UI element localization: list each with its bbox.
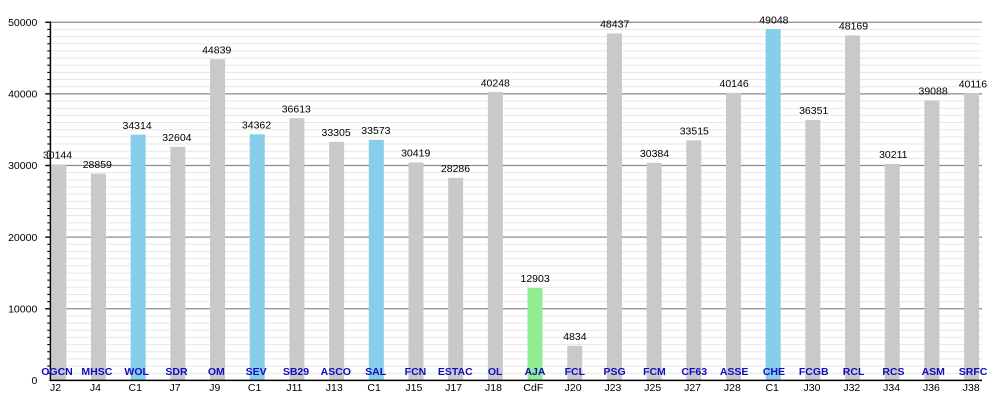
- svg-text:48437: 48437: [600, 19, 629, 31]
- svg-text:30384: 30384: [640, 148, 669, 160]
- svg-text:J36: J36: [923, 382, 940, 394]
- svg-text:36351: 36351: [799, 105, 828, 117]
- svg-text:33573: 33573: [361, 125, 390, 137]
- svg-text:J30: J30: [804, 382, 821, 394]
- svg-text:OM: OM: [208, 366, 225, 378]
- svg-text:ASSE: ASSE: [720, 366, 749, 378]
- svg-text:40116: 40116: [959, 78, 988, 90]
- svg-text:12903: 12903: [520, 273, 549, 285]
- svg-text:J17: J17: [445, 382, 462, 394]
- svg-text:FCM: FCM: [643, 366, 666, 378]
- svg-text:28286: 28286: [441, 163, 470, 175]
- svg-text:J32: J32: [843, 382, 860, 394]
- svg-text:J11: J11: [286, 382, 302, 394]
- svg-text:OL: OL: [488, 366, 503, 378]
- svg-text:J34: J34: [883, 382, 900, 394]
- svg-text:CF63: CF63: [681, 366, 707, 378]
- svg-text:SAL: SAL: [365, 366, 387, 378]
- svg-text:49048: 49048: [759, 14, 788, 26]
- svg-text:OGCN: OGCN: [41, 366, 73, 378]
- svg-text:AJA: AJA: [524, 366, 545, 378]
- svg-text:MHSC: MHSC: [81, 366, 112, 378]
- svg-text:30211: 30211: [879, 149, 908, 161]
- svg-text:10000: 10000: [8, 303, 37, 315]
- svg-text:SRFC: SRFC: [959, 366, 988, 378]
- svg-text:J18: J18: [485, 382, 502, 394]
- svg-text:0: 0: [31, 375, 37, 387]
- svg-text:40248: 40248: [481, 77, 510, 89]
- svg-text:J13: J13: [326, 382, 343, 394]
- svg-text:ASM: ASM: [922, 366, 946, 378]
- svg-text:30419: 30419: [401, 148, 430, 160]
- svg-text:SEV: SEV: [246, 366, 267, 378]
- svg-text:4834: 4834: [563, 331, 587, 343]
- svg-text:FCL: FCL: [565, 366, 586, 378]
- svg-text:20000: 20000: [8, 232, 37, 244]
- svg-text:28859: 28859: [83, 159, 112, 171]
- svg-text:PSG: PSG: [604, 366, 626, 378]
- svg-text:32604: 32604: [162, 132, 191, 144]
- svg-text:33305: 33305: [321, 127, 350, 139]
- svg-text:C1: C1: [367, 382, 381, 394]
- svg-text:RCS: RCS: [882, 366, 904, 378]
- svg-text:J2: J2: [50, 382, 61, 394]
- svg-text:CHE: CHE: [763, 366, 785, 378]
- svg-text:50000: 50000: [8, 17, 37, 29]
- svg-text:33515: 33515: [680, 126, 709, 138]
- svg-text:WOL: WOL: [124, 366, 149, 378]
- svg-text:J23: J23: [604, 382, 621, 394]
- svg-text:J9: J9: [209, 382, 220, 394]
- svg-text:34314: 34314: [122, 120, 151, 132]
- svg-text:J38: J38: [963, 382, 980, 394]
- svg-text:RCL: RCL: [843, 366, 865, 378]
- svg-text:30000: 30000: [8, 160, 37, 172]
- svg-text:30144: 30144: [43, 150, 72, 162]
- svg-text:48169: 48169: [839, 21, 868, 33]
- svg-text:J20: J20: [565, 382, 582, 394]
- svg-text:39088: 39088: [918, 86, 947, 98]
- svg-text:ASCO: ASCO: [321, 366, 351, 378]
- svg-text:40000: 40000: [8, 89, 37, 101]
- svg-text:C1: C1: [129, 382, 143, 394]
- svg-text:SB29: SB29: [283, 366, 309, 378]
- svg-text:FCN: FCN: [405, 366, 427, 378]
- svg-text:J28: J28: [724, 382, 741, 394]
- svg-text:C1: C1: [248, 382, 262, 394]
- svg-text:C1: C1: [765, 382, 779, 394]
- svg-text:40146: 40146: [719, 78, 748, 90]
- svg-text:J25: J25: [644, 382, 661, 394]
- svg-text:J7: J7: [169, 382, 180, 394]
- svg-text:SDR: SDR: [165, 366, 188, 378]
- svg-text:CdF: CdF: [523, 382, 543, 394]
- svg-text:J4: J4: [90, 382, 101, 394]
- svg-text:34362: 34362: [242, 119, 271, 131]
- svg-text:J15: J15: [405, 382, 422, 394]
- svg-text:J27: J27: [684, 382, 701, 394]
- svg-text:36613: 36613: [282, 103, 311, 115]
- svg-text:FCGB: FCGB: [799, 366, 829, 378]
- svg-text:44839: 44839: [202, 44, 231, 56]
- svg-text:ESTAC: ESTAC: [438, 366, 473, 378]
